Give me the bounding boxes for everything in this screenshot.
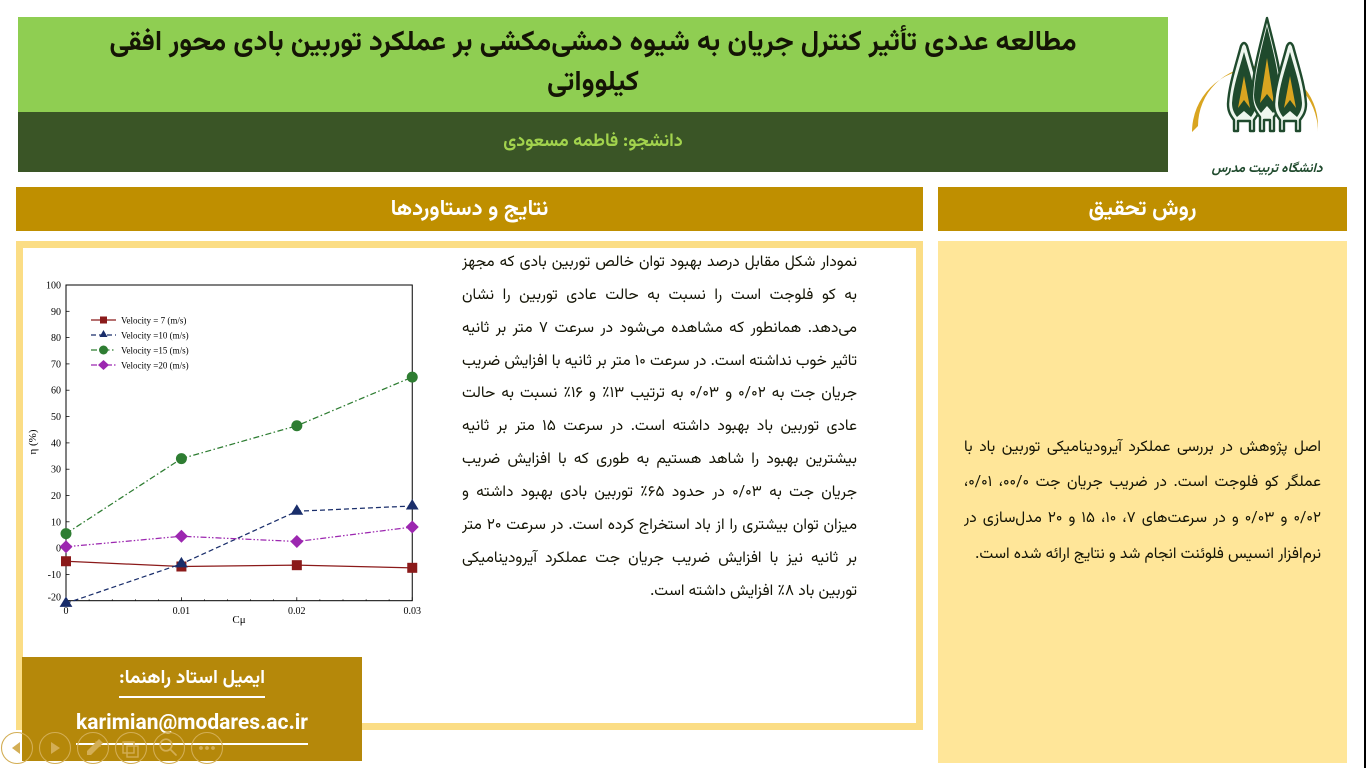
svg-text:100: 100: [46, 281, 61, 292]
svg-text:50: 50: [51, 412, 61, 423]
svg-text:Velocity = 7 (m/s): Velocity = 7 (m/s): [121, 316, 186, 326]
svg-text:-10: -10: [48, 570, 61, 581]
svg-text:Velocity =20 (m/s): Velocity =20 (m/s): [121, 361, 189, 371]
svg-text:0.02: 0.02: [288, 606, 306, 617]
svg-text:Velocity =15 (m/s): Velocity =15 (m/s): [121, 346, 189, 356]
svg-text:10: 10: [51, 517, 61, 528]
svg-text:70: 70: [51, 359, 61, 370]
svg-text:90: 90: [51, 307, 61, 318]
svg-text:30: 30: [51, 465, 61, 476]
svg-text:60: 60: [51, 386, 61, 397]
svg-text:0: 0: [64, 606, 69, 617]
svg-text:0.03: 0.03: [404, 606, 422, 617]
svg-text:20: 20: [51, 491, 61, 502]
svg-text:Cμ: Cμ: [232, 614, 245, 626]
svg-text:Velocity =10 (m/s): Velocity =10 (m/s): [121, 331, 189, 341]
svg-text:0.01: 0.01: [173, 606, 191, 617]
svg-text:80: 80: [51, 333, 61, 344]
svg-text:0: 0: [56, 544, 61, 555]
svg-text:40: 40: [51, 438, 61, 449]
svg-text:-20: -20: [48, 593, 61, 604]
svg-text:η (%): η (%): [27, 429, 39, 454]
